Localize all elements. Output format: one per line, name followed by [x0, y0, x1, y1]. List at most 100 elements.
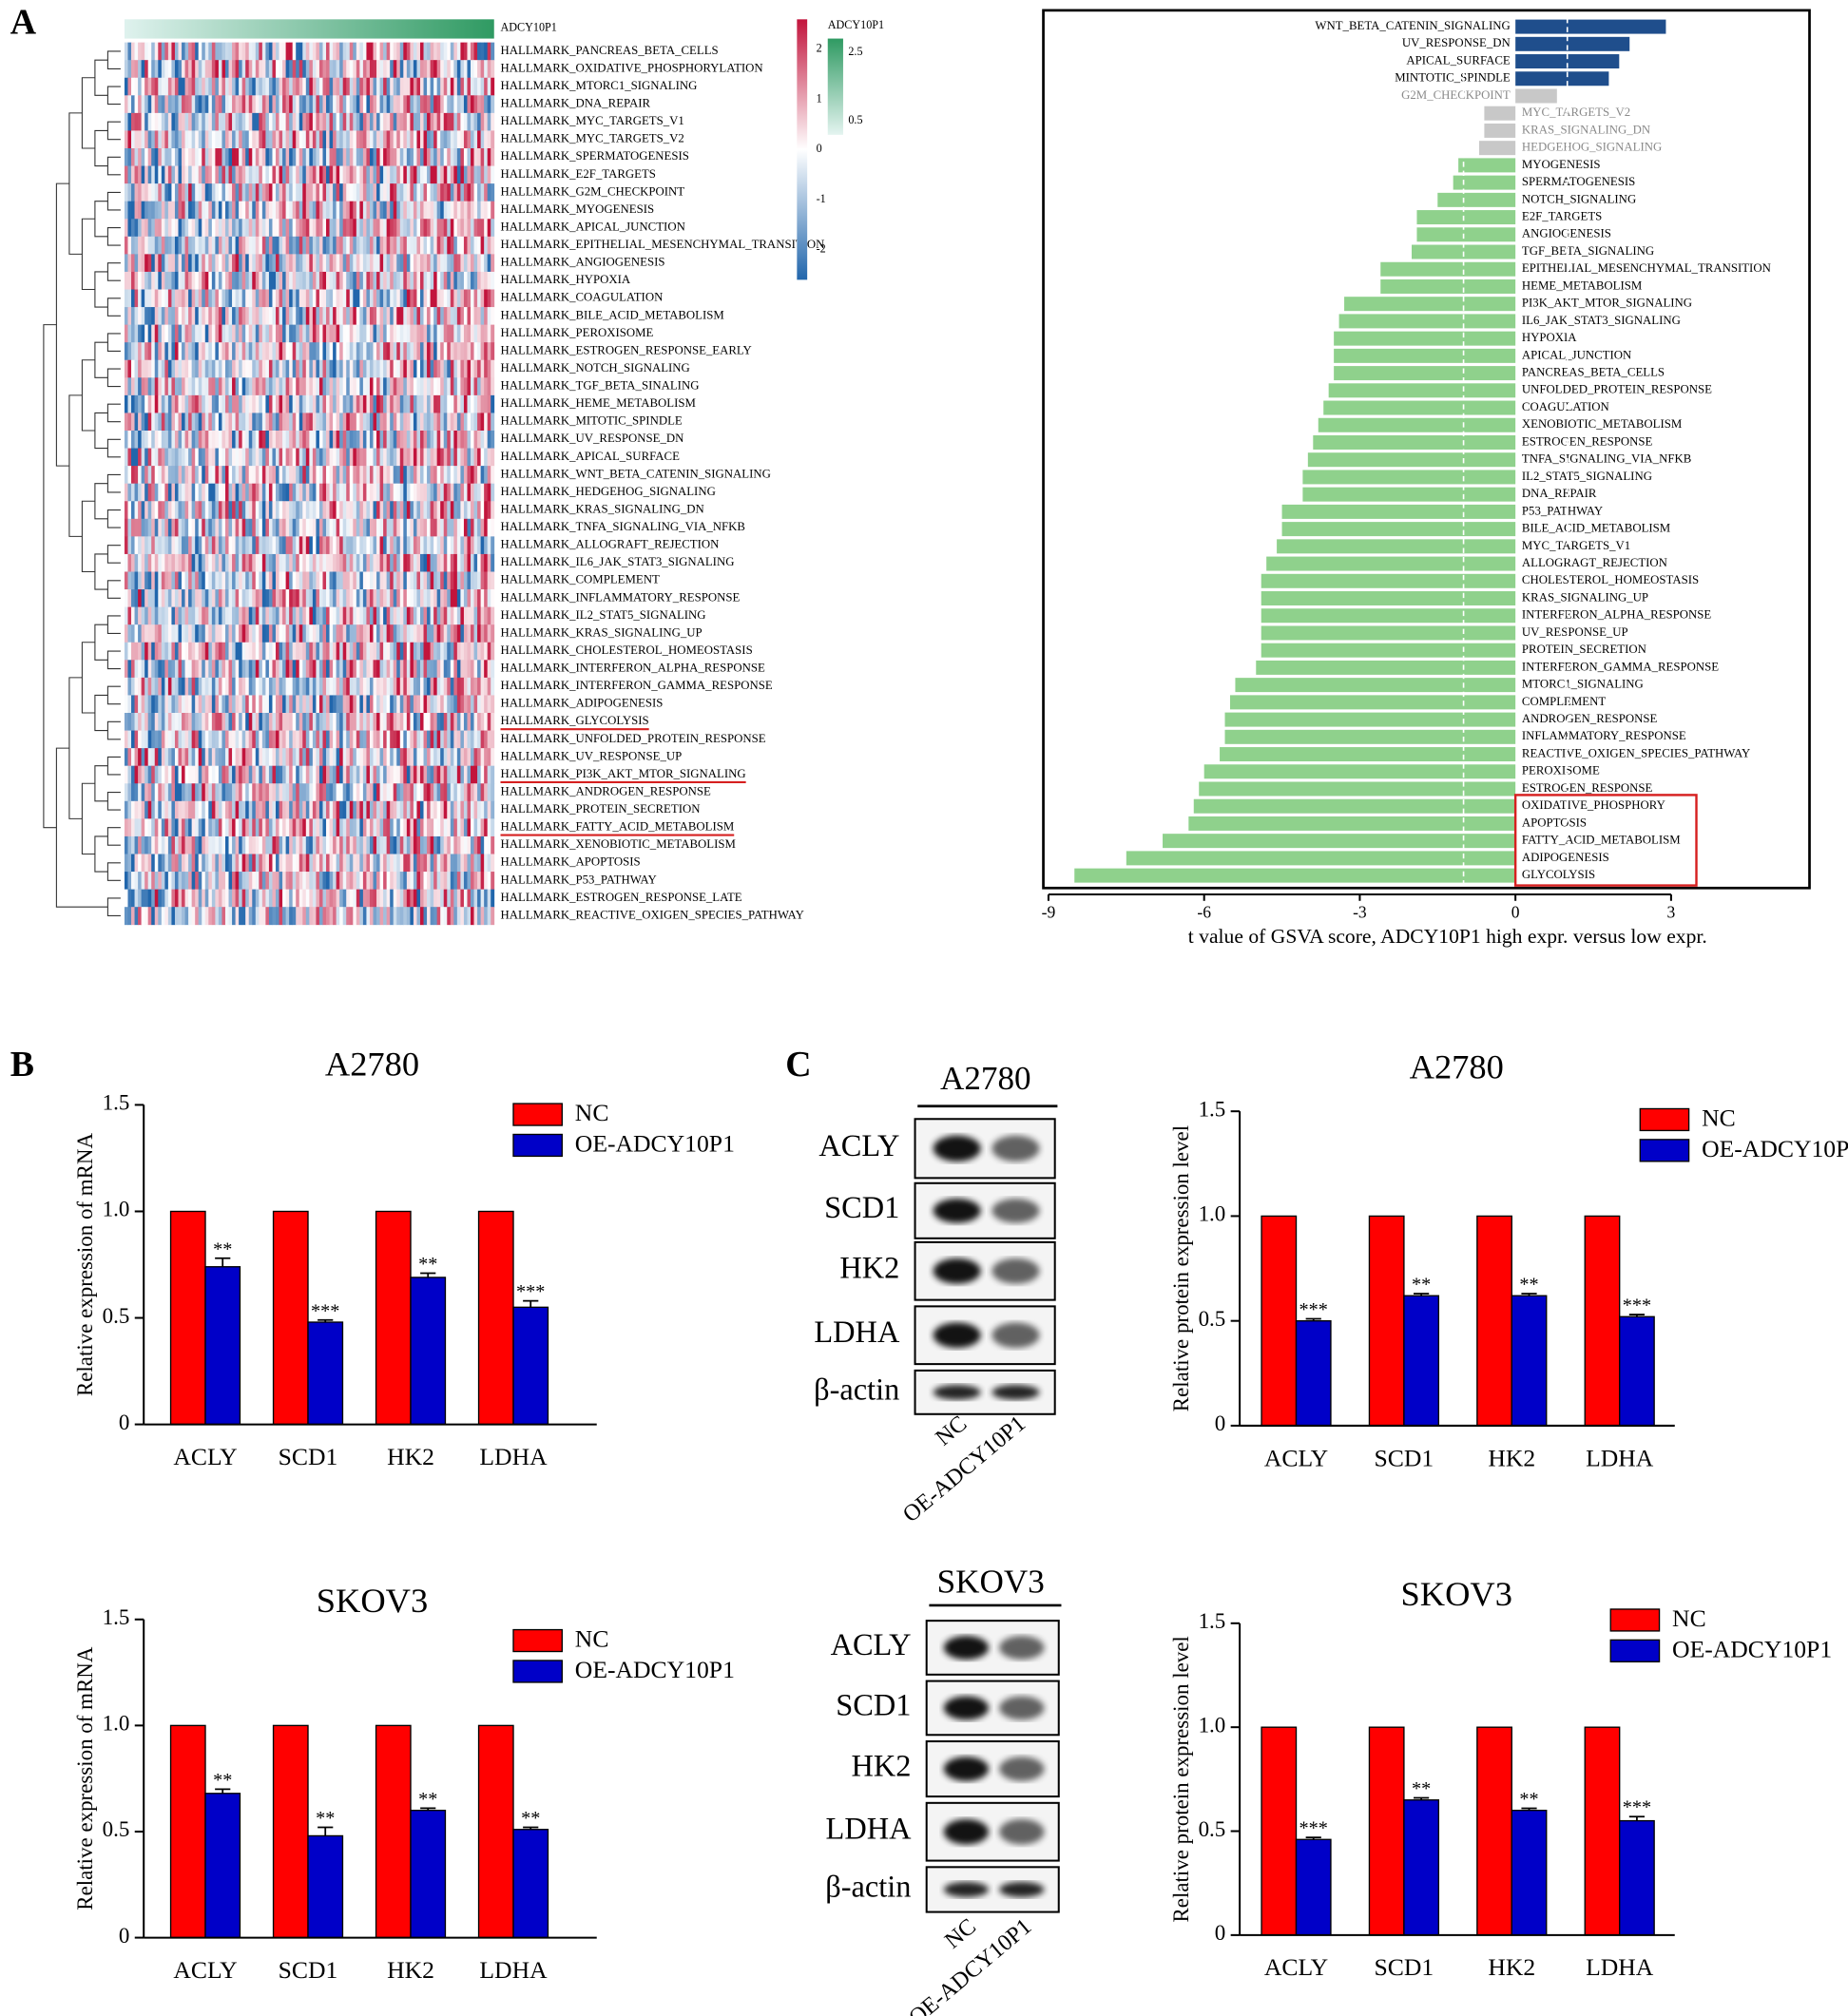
heatmap-cell — [339, 801, 343, 819]
heatmap-cell — [376, 484, 380, 502]
heatmap-cell — [359, 695, 363, 713]
heatmap-cell — [491, 748, 494, 766]
heatmap-cell — [346, 466, 350, 484]
heatmap-cell — [444, 660, 448, 678]
heatmap-cell — [229, 748, 233, 766]
heatmap-cell — [330, 395, 334, 413]
heatmap-cell — [182, 519, 185, 537]
heatmap-cell — [144, 624, 148, 643]
heatmap-cell — [460, 43, 464, 61]
heatmap-cell — [242, 237, 246, 255]
heatmap-cell — [225, 272, 229, 290]
heatmap-cell — [269, 272, 273, 290]
heatmap-cell — [188, 536, 192, 554]
heatmap-cell — [309, 325, 313, 343]
heatmap-cell — [127, 95, 131, 113]
heatmap-cell — [481, 254, 485, 272]
heatmap-cell — [162, 413, 165, 431]
heatmap-cell — [168, 695, 172, 713]
heatmap-cell — [293, 748, 297, 766]
heatmap-cell — [225, 836, 229, 854]
heatmap-cell — [471, 818, 474, 836]
heatmap-cell — [457, 466, 461, 484]
heatmap-cell — [158, 801, 162, 819]
heatmap-cell — [337, 660, 340, 678]
heatmap-cell — [135, 202, 139, 220]
heatmap-cell — [202, 748, 205, 766]
heatmap-cell — [245, 783, 249, 801]
heatmap-cell — [175, 431, 179, 449]
heatmap-cell — [359, 607, 363, 625]
heatmap-cell — [410, 148, 414, 166]
heatmap-cell — [410, 377, 414, 395]
heatmap-cell — [242, 519, 246, 537]
heatmap-cell — [252, 60, 256, 78]
heatmap-cell — [440, 60, 444, 78]
heatmap-cell — [416, 60, 420, 78]
heatmap-cell — [127, 713, 131, 731]
heatmap-cell — [453, 554, 457, 572]
heatmap-cell — [259, 342, 262, 360]
heatmap-cell — [302, 536, 306, 554]
heatmap-cell — [424, 113, 428, 131]
heatmap-cell — [457, 219, 461, 237]
heatmap-cell — [491, 766, 494, 784]
heatmap-cell — [127, 519, 131, 537]
heatmap-cell — [175, 166, 179, 184]
heatmap-cell — [212, 783, 216, 801]
heatmap-cell — [359, 431, 363, 449]
heatmap-cell — [202, 219, 205, 237]
heatmap-cell — [256, 572, 260, 590]
heatmap-cell — [262, 501, 266, 519]
heatmap-cell — [330, 624, 334, 643]
heatmap-cell — [299, 307, 303, 325]
heatmap-cell — [299, 466, 303, 484]
heatmap-cell — [447, 643, 451, 661]
heatmap-cell — [138, 801, 142, 819]
heatmap-cell — [390, 395, 394, 413]
heatmap-cell — [151, 678, 155, 696]
heatmap-cell — [242, 113, 246, 131]
heatmap-cell — [302, 818, 306, 836]
heatmap-cell — [488, 113, 491, 131]
heatmap-cell — [208, 95, 212, 113]
heatmap-cell — [148, 130, 152, 148]
heatmap-cell — [256, 554, 260, 572]
heatmap-cell — [383, 766, 387, 784]
heatmap-cell — [299, 519, 303, 537]
heatmap-cell — [192, 395, 196, 413]
heatmap-cell — [259, 290, 262, 308]
heatmap-cell — [477, 501, 481, 519]
heatmap-cell — [444, 589, 448, 607]
heatmap-cell — [127, 413, 131, 431]
heatmap-cell — [221, 183, 225, 202]
heatmap-cell — [175, 377, 179, 395]
heatmap-cell — [447, 572, 451, 590]
heatmap-cell — [416, 501, 420, 519]
heatmap-cell — [363, 519, 367, 537]
heatmap-cell — [265, 95, 269, 113]
heatmap-cell — [242, 325, 246, 343]
heatmap-cell — [394, 95, 397, 113]
heatmap-cell — [289, 660, 293, 678]
heatmap-cell — [269, 166, 273, 184]
heatmap-cell — [380, 589, 384, 607]
heatmap-cell — [414, 219, 417, 237]
heatmap-cell — [221, 519, 225, 537]
heatmap-cell — [416, 395, 420, 413]
heatmap-cell — [144, 254, 148, 272]
heatmap-cell — [390, 413, 394, 431]
heatmap-cell — [343, 624, 347, 643]
heatmap-cell — [420, 95, 424, 113]
heatmap-cell — [242, 254, 246, 272]
heatmap-cells — [125, 43, 494, 926]
heatmap-cell — [199, 307, 202, 325]
heatmap-cell — [477, 589, 481, 607]
heatmap-cell — [162, 254, 165, 272]
heatmap-cell — [269, 607, 273, 625]
heatmap-cell — [272, 60, 276, 78]
heatmap-cell — [205, 660, 209, 678]
heatmap-cell — [265, 624, 269, 643]
heatmap-cell — [394, 748, 397, 766]
heatmap-cell — [424, 536, 428, 554]
